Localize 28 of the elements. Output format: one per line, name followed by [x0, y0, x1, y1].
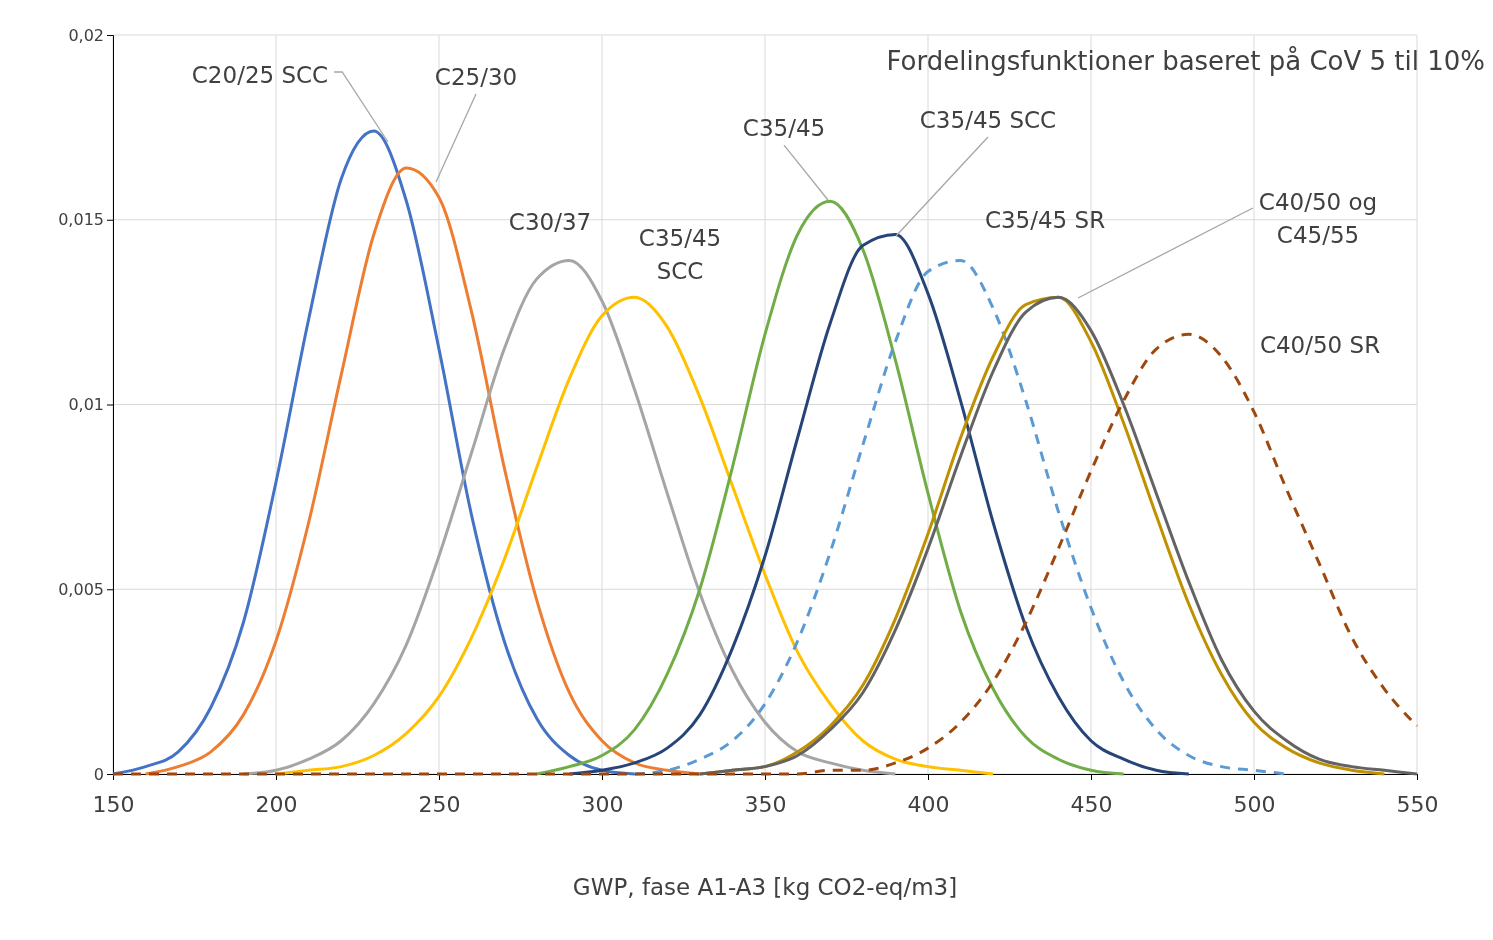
- x-axis-title: GWP, fase A1-A3 [kg CO2-eq/m3]: [572, 874, 958, 900]
- x-tick-label: 550: [1396, 791, 1439, 817]
- series-label: C30/37: [508, 209, 592, 236]
- line-series: [111, 129, 637, 776]
- series-label: C40/50 SR: [1259, 332, 1381, 359]
- series-label: C35/45 SCC: [638, 225, 722, 285]
- x-tick-label: 500: [1233, 791, 1276, 817]
- y-tick-label: 0,01: [68, 395, 104, 415]
- y-tick-label: 0: [93, 764, 104, 784]
- x-tick-label: 350: [744, 791, 787, 817]
- text: C25/30: [434, 64, 518, 91]
- text: C20/25 SCC: [191, 62, 329, 89]
- series-label: C35/45 SR: [984, 207, 1106, 234]
- text: C40/50 og C45/55: [1258, 189, 1378, 249]
- text: C35/45 SCC: [919, 107, 1057, 134]
- x-tick-label: 150: [92, 791, 135, 817]
- y-tick-label: 0,02: [68, 25, 104, 45]
- x-tick-label: 250: [418, 791, 461, 817]
- y-tick-label: 0,005: [58, 579, 104, 599]
- chart-title: Fordelingsfunktioner baseret på CoV 5 til 10%: [886, 46, 1485, 76]
- line-series: [241, 258, 897, 776]
- x-tick-label: 450: [1070, 791, 1113, 817]
- x-tick-label: 300: [581, 791, 624, 817]
- line-series: [274, 295, 995, 776]
- x-tick-label: 400: [907, 791, 950, 817]
- x-tick-label: 200: [255, 791, 298, 817]
- text: C35/45: [742, 115, 826, 142]
- y-tick-label: 0,015: [58, 210, 104, 230]
